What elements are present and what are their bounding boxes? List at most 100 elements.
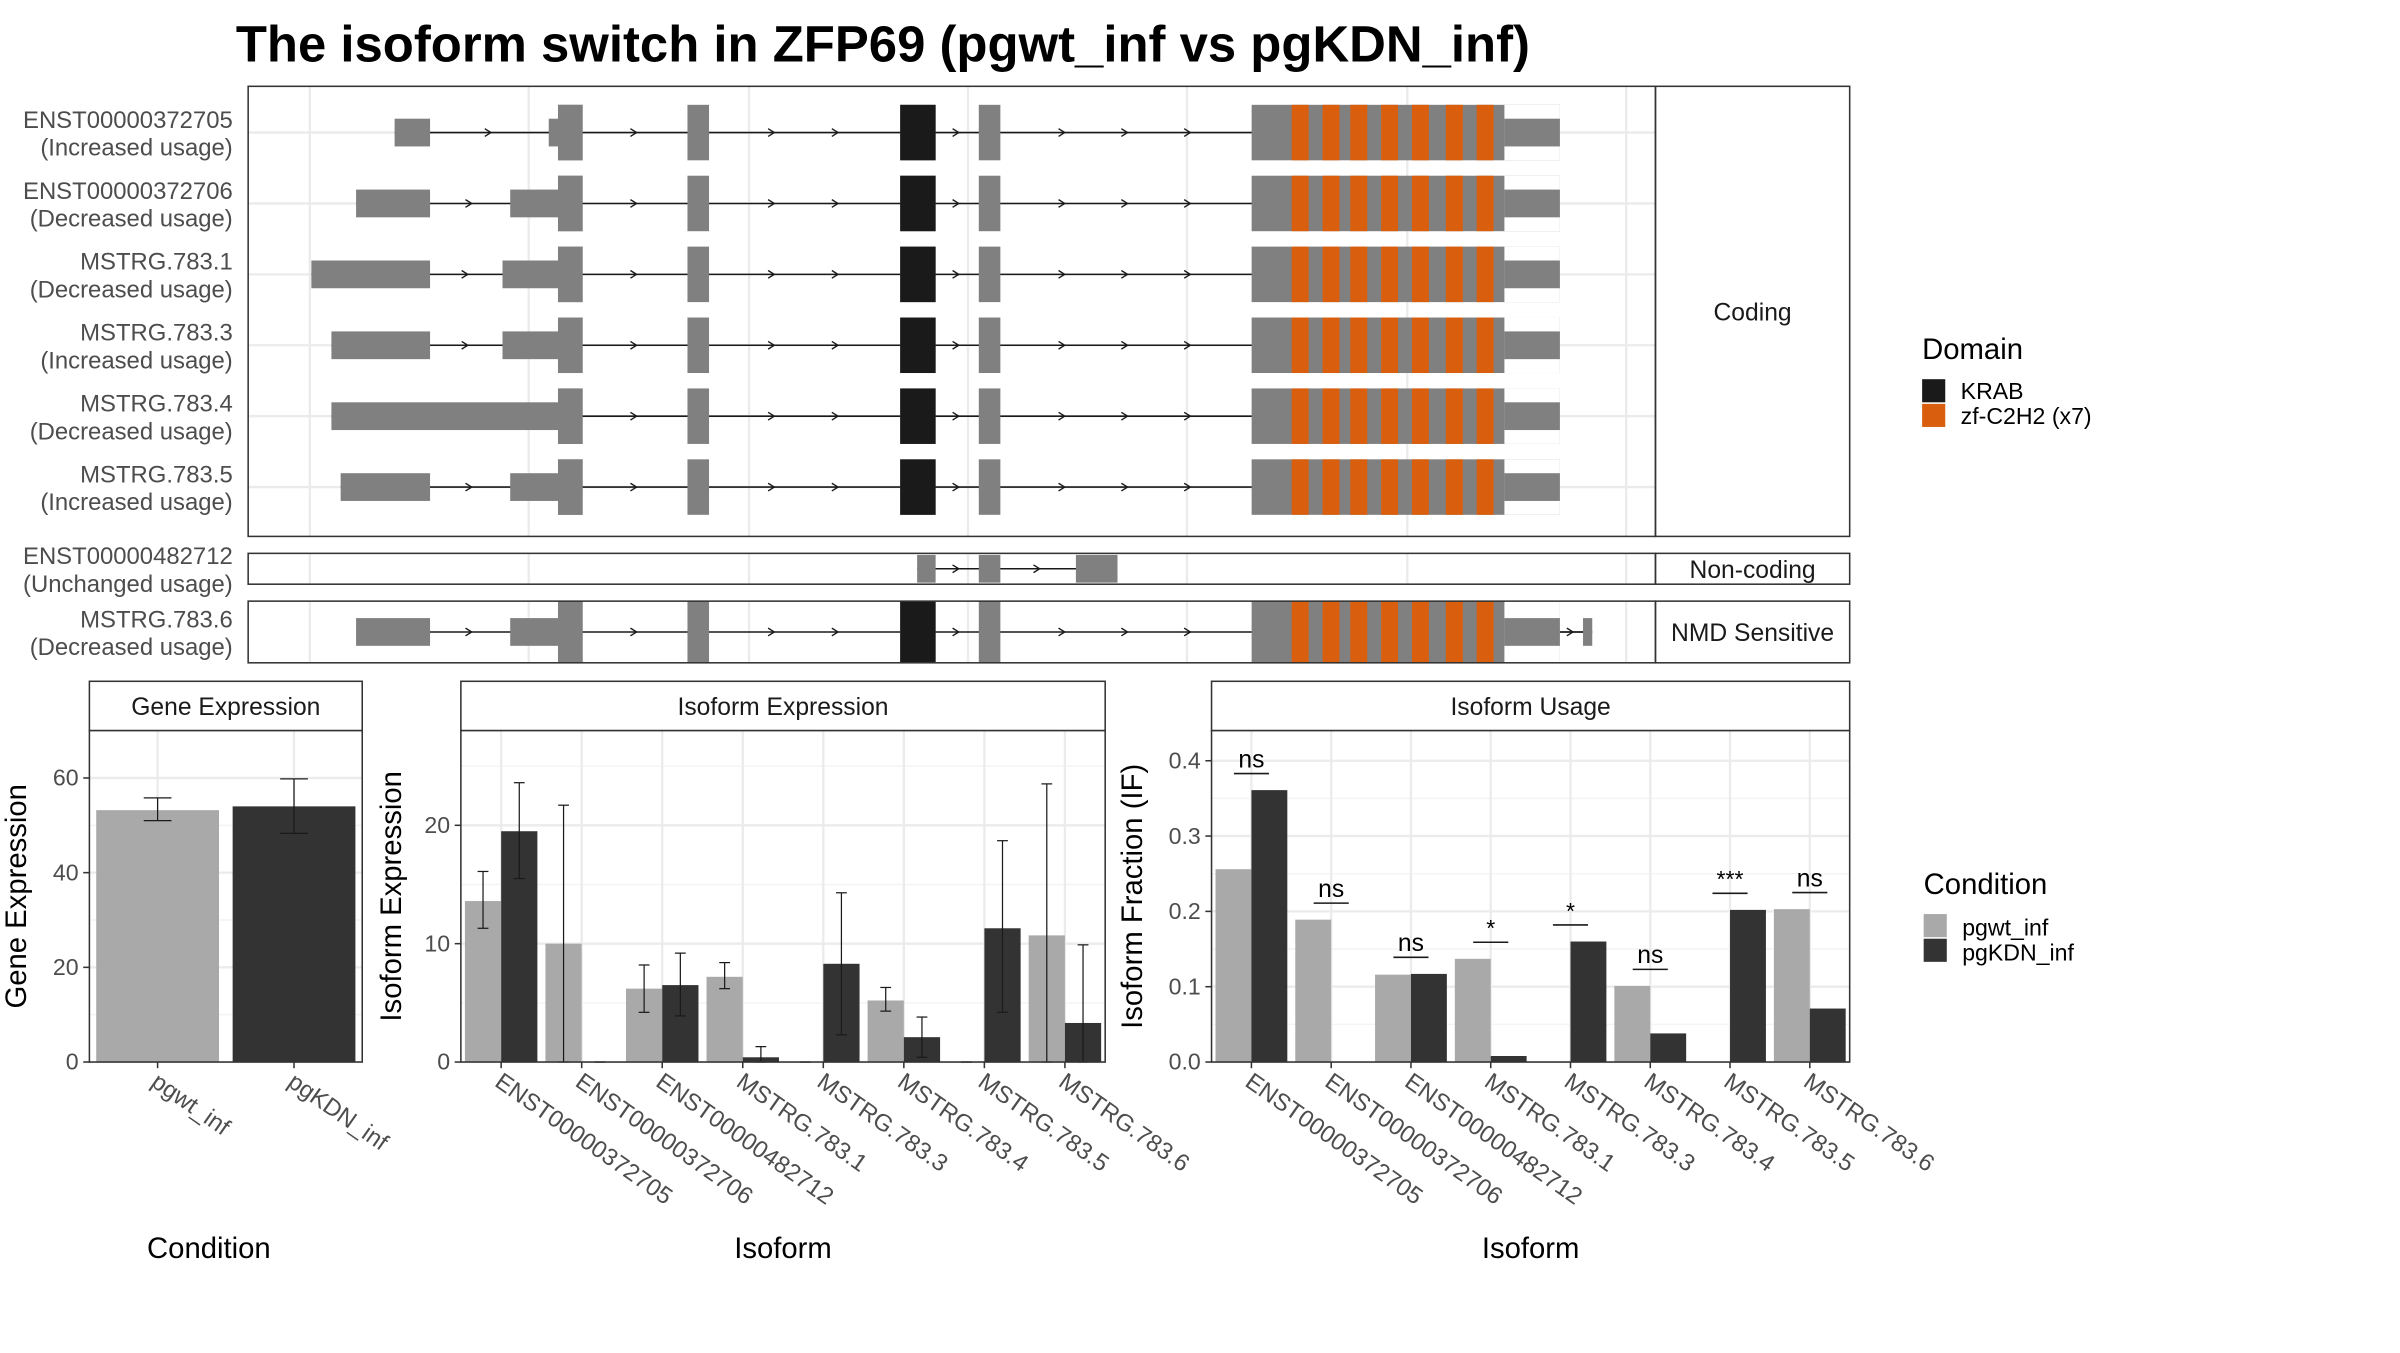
intron-arrow (1121, 627, 1129, 637)
intron-arrow (952, 411, 961, 421)
zf-c2h2-domain (1445, 175, 1463, 232)
intron-arrow (1058, 128, 1067, 138)
intron-arrow (952, 482, 961, 492)
utr-3prime (1504, 473, 1560, 501)
krab-domain (900, 459, 936, 515)
intron-arrow (952, 340, 961, 350)
intron-arrow (1058, 269, 1067, 279)
structure-strip-label: Non-coding (1690, 557, 1816, 584)
bar-pgKDN_inf (232, 806, 356, 1063)
intron-arrow (952, 128, 961, 138)
krab-domain (900, 601, 936, 663)
transcript-usage: (Decreased usage) (30, 634, 233, 661)
structure-panel-border (247, 552, 1657, 585)
exon (510, 473, 558, 501)
cds-start-exon (557, 246, 583, 303)
significance-label: ns (1318, 876, 1344, 903)
exon (687, 388, 710, 444)
intron-arrow (1121, 411, 1129, 421)
krab-domain (900, 317, 936, 374)
domain-legend: Domain KRAB zf-C2H2 (x7) (1922, 333, 2092, 429)
zf-c2h2-domain (1445, 317, 1463, 374)
intron-arrow (767, 269, 776, 279)
y-tick-label: 0.0 (1169, 1049, 1201, 1075)
y-axis-title: Isoform Fraction (IF) (1116, 764, 1149, 1029)
intron-arrow (767, 482, 776, 492)
domain-legend-key-krab (1922, 379, 1946, 403)
exon (978, 554, 1001, 583)
zf-c2h2-domain (1411, 317, 1429, 374)
zf-c2h2-domain (1291, 601, 1309, 663)
utr-3prime (1504, 118, 1560, 147)
utr-3prime (1504, 189, 1560, 218)
transcript-name: MSTRG.783.4 (80, 391, 233, 418)
intron-arrow (1058, 411, 1067, 421)
panel-strip (460, 680, 1106, 732)
panel-strip-title: Isoform Usage (1450, 694, 1610, 721)
exon (687, 104, 710, 161)
zf-c2h2-domain (1350, 175, 1368, 232)
y-tick-label: 60 (53, 765, 79, 791)
condition-legend-label-kdn: pgKDN_inf (1962, 939, 2074, 965)
intron-arrow (1058, 482, 1067, 492)
y-axis-title: Isoform Expression (375, 771, 408, 1021)
exon (687, 459, 710, 515)
condition-legend-key-kdn (1923, 938, 1947, 962)
bar-pgKDN_inf-ENST00000482712 (1410, 973, 1447, 1063)
structure-panel-border (247, 85, 1657, 538)
panel-border (460, 729, 1106, 1063)
panel-border (88, 729, 363, 1063)
exon (394, 118, 431, 147)
domain-legend-title: Domain (1922, 333, 2023, 366)
zf-c2h2-domain (1381, 246, 1399, 303)
condition-legend-title: Condition (1924, 868, 2048, 901)
intron-arrow (952, 627, 961, 637)
intron-arrow (465, 482, 473, 492)
zf-c2h2-domain (1350, 246, 1368, 303)
intron-arrow (630, 482, 638, 492)
transcript-usage: (Increased usage) (40, 347, 232, 374)
exon (978, 459, 1001, 515)
zf-c2h2-domain (1445, 601, 1463, 663)
structure-strip (1654, 600, 1851, 664)
exon (687, 246, 710, 303)
exon (687, 317, 710, 374)
exon (1583, 618, 1593, 646)
exon (548, 118, 558, 147)
intron-arrow (1183, 340, 1192, 350)
intron-arrow (831, 411, 840, 421)
intron-arrow (952, 564, 961, 574)
intron-arrow (1121, 482, 1129, 492)
intron-arrow (461, 340, 470, 350)
significance-label: *** (1717, 866, 1744, 892)
intron-arrow (1183, 269, 1192, 279)
intron-arrow (831, 199, 840, 208)
utr-3prime (1504, 618, 1560, 646)
utr-3prime (1504, 402, 1560, 431)
intron-arrow (1058, 627, 1067, 637)
exon (687, 175, 710, 232)
zf-c2h2-domain (1411, 459, 1429, 515)
transcript-usage: (Decreased usage) (30, 206, 233, 233)
y-tick-label: 0 (437, 1049, 450, 1075)
transcript-name: ENST00000372705 (23, 107, 233, 134)
bar-pgwt_inf-ENST00000482712 (1375, 974, 1411, 1063)
panel-strip-title: Isoform Expression (678, 694, 889, 721)
exon (687, 601, 710, 663)
exon (502, 260, 558, 289)
domain-legend-label-zf: zf-C2H2 (x7) (1961, 403, 2092, 429)
structure-strip (1654, 552, 1851, 585)
panel-strip (88, 680, 363, 732)
panel-border (1210, 729, 1851, 1063)
exon (331, 402, 558, 431)
bar-pgKDN_inf-MSTRG.783.1 (1490, 1055, 1527, 1063)
zf-c2h2-domain (1476, 388, 1494, 444)
zf-c2h2-domain (1291, 246, 1309, 303)
exon (978, 601, 1001, 663)
intron-arrow (767, 128, 776, 138)
zf-c2h2-domain (1381, 601, 1399, 663)
condition-legend-key-wt (1923, 914, 1947, 938)
krab-domain (900, 104, 936, 161)
significance-label: ns (1637, 942, 1663, 969)
